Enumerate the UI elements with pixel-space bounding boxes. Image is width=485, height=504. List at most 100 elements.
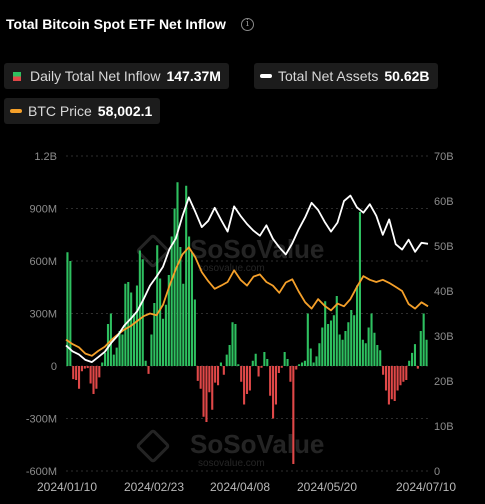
inflow-bar (280, 366, 283, 368)
legend-item-daily-inflow[interactable]: Daily Total Net Inflow 147.37M (4, 63, 229, 89)
legend-item-net-assets[interactable]: Total Net Assets 50.62B (254, 63, 438, 89)
inflow-bar (312, 362, 315, 366)
inflow-bar (196, 366, 199, 381)
inflow-bar (179, 247, 182, 366)
inflow-bar (384, 366, 388, 391)
inflow-bar (118, 331, 121, 366)
inflow-bar (240, 366, 243, 382)
inflow-bar (332, 315, 335, 366)
inflow-bar (167, 275, 170, 366)
inflow-bar (214, 366, 217, 383)
inflow-bar (353, 315, 356, 366)
info-circle-icon[interactable]: i (241, 18, 254, 31)
inflow-bar (338, 334, 341, 366)
inflow-bar (350, 310, 353, 366)
y-left-tick-label: -300M (26, 414, 57, 426)
inflow-bar (147, 366, 150, 374)
inflow-bar (405, 366, 408, 380)
inflow-bar (324, 301, 327, 366)
inflow-bar (234, 324, 237, 366)
inflow-bar (92, 366, 95, 394)
watermark-subtext: sosovalue.com (198, 458, 265, 469)
inflow-bar (75, 366, 78, 380)
inflow-bar (104, 352, 107, 366)
x-tick-label: 2024/02/23 (124, 480, 184, 494)
inflow-bar (318, 343, 321, 366)
inflow-bar (358, 212, 361, 366)
legend-value: 58,002.1 (97, 103, 153, 119)
x-tick-label: 2024/05/20 (297, 480, 357, 494)
inflow-bar (153, 303, 156, 366)
inflow-bar (245, 366, 249, 394)
x-tick-label: 2024/07/10 (396, 480, 456, 494)
inflow-bar (86, 366, 89, 369)
inflow-bar (89, 366, 92, 384)
watermark-subtext: sosovalue.com (198, 263, 265, 274)
legend-item-btc-price[interactable]: BTC Price 58,002.1 (4, 98, 161, 124)
inflow-bar (69, 261, 72, 366)
y-right-tick-label: 50B (434, 241, 454, 253)
bar-swatch-icon (13, 71, 21, 81)
inflow-bar (248, 366, 251, 391)
watermark-text: SoSoValue (190, 234, 324, 264)
inflow-bar (176, 182, 179, 366)
inflow-bar (329, 320, 333, 366)
inflow-bar (306, 313, 309, 366)
inflow-bar (95, 366, 98, 389)
inflow-bar (130, 292, 133, 366)
inflow-bar (199, 366, 202, 389)
inflow-bar (98, 366, 101, 378)
inflow-bar (266, 359, 269, 366)
y-right-tick-label: 70B (434, 151, 454, 163)
legend-value: 147.37M (166, 68, 221, 84)
inflow-bar (193, 299, 196, 366)
inflow-bar (379, 350, 382, 366)
line-swatch-icon (10, 109, 22, 113)
y-right-tick-label: 20B (434, 376, 454, 388)
y-left-tick-label: 300M (29, 309, 57, 321)
inflow-bar (150, 334, 153, 366)
inflow-bar (133, 313, 136, 366)
btc-price-line (65, 246, 429, 357)
inflow-bar (101, 362, 104, 366)
inflow-bar (260, 366, 263, 368)
inflow-bar (112, 354, 115, 366)
inflow-bar (263, 352, 266, 366)
inflow-bar (309, 348, 312, 366)
inflow-bar (127, 282, 130, 366)
legend-label: Daily Total Net Inflow (30, 68, 161, 84)
y-left-tick-label: 1.2B (34, 151, 57, 163)
y-right-tick-label: 0 (434, 466, 440, 478)
inflow-bar (205, 366, 208, 422)
y-right-tick-label: 30B (434, 331, 454, 343)
inflow-bar (272, 366, 275, 419)
inflow-bar (182, 283, 185, 366)
inflow-bar (219, 362, 222, 366)
legend-label: Total Net Assets (278, 68, 379, 84)
inflow-bar (425, 339, 428, 366)
inflow-bar (161, 318, 165, 366)
inflow-bar (283, 352, 286, 366)
inflow-bar (159, 278, 162, 366)
inflow-bar (286, 359, 289, 366)
inflow-bar (364, 343, 367, 366)
logo-icon (136, 234, 170, 268)
inflow-bar (341, 339, 344, 366)
inflow-bar (413, 344, 417, 366)
inflow-bar (295, 366, 298, 370)
y-right-tick-label: 40B (434, 286, 454, 298)
inflow-bar (138, 250, 141, 366)
inflow-bar (80, 366, 83, 372)
inflow-bar (231, 322, 234, 366)
inflow-bar (370, 313, 373, 366)
inflow-bar (190, 252, 194, 366)
y-left-tick-label: 600M (29, 256, 57, 268)
line-swatch-icon (260, 74, 272, 78)
inflow-bar (228, 345, 231, 366)
net-assets-line (65, 194, 429, 363)
y-left-tick-label: 0 (51, 361, 57, 373)
